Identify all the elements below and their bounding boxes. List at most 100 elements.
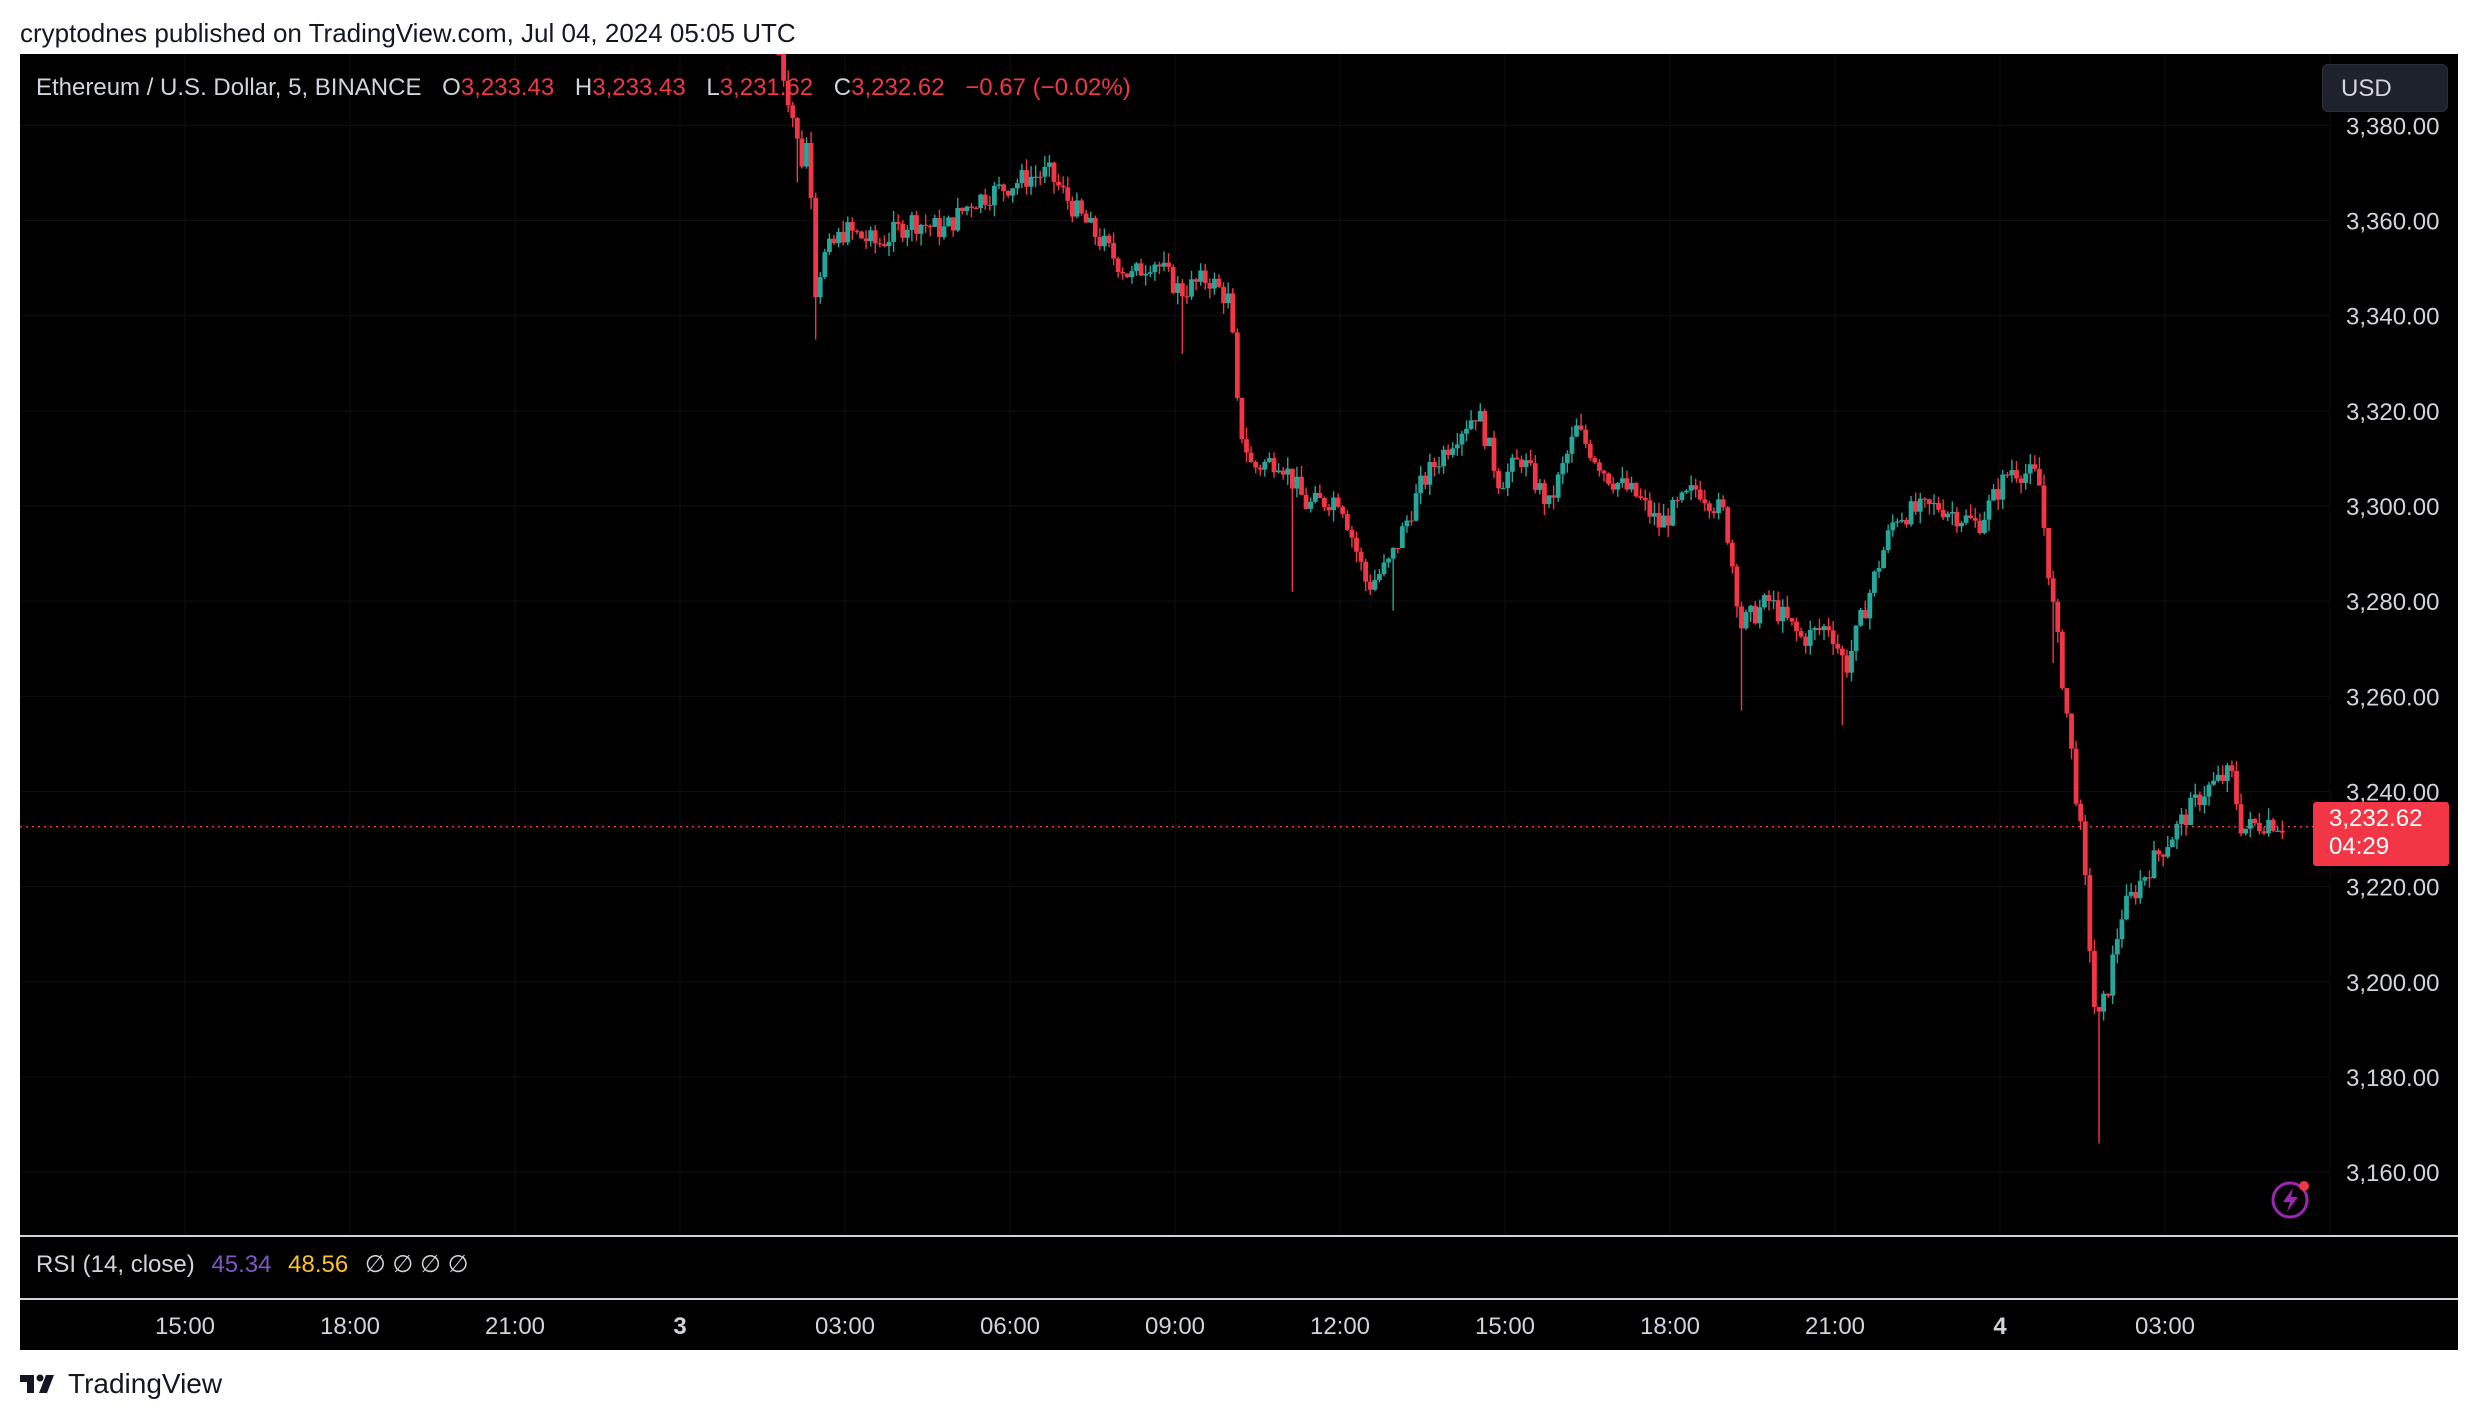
candle-body bbox=[1120, 271, 1126, 274]
candle-body bbox=[1157, 264, 1162, 267]
candle-body bbox=[1771, 600, 1776, 602]
candle-body bbox=[1574, 425, 1579, 437]
candle-body bbox=[886, 241, 892, 246]
candle-body bbox=[1468, 420, 1474, 429]
candle-body bbox=[2147, 877, 2152, 879]
candle-body bbox=[2133, 891, 2139, 899]
candle-body bbox=[2105, 993, 2111, 996]
candle-body bbox=[1303, 494, 1309, 509]
candle-body bbox=[1899, 519, 1905, 522]
candle-body bbox=[1812, 628, 1818, 630]
candle-body bbox=[1578, 425, 1584, 430]
candle-body bbox=[900, 223, 906, 238]
candle-body bbox=[973, 207, 979, 210]
candle-body bbox=[1867, 592, 1873, 619]
candle-body bbox=[1487, 437, 1492, 447]
tradingview-logo-icon bbox=[20, 1374, 54, 1393]
candle-body bbox=[1853, 625, 1859, 652]
candle-body bbox=[1633, 482, 1639, 497]
candle-body bbox=[1326, 507, 1332, 511]
rsi-legend[interactable]: RSI (14, close) 45.34 48.56 ∅ ∅ ∅ ∅ bbox=[36, 1250, 469, 1279]
candle-body bbox=[918, 224, 924, 234]
candle-body bbox=[1734, 566, 1740, 607]
candle-body bbox=[1377, 574, 1382, 580]
candle-body bbox=[2119, 919, 2125, 940]
candle-body bbox=[831, 238, 837, 244]
candle-body bbox=[978, 194, 984, 209]
candle-body bbox=[1239, 397, 1245, 440]
candle-body bbox=[1592, 458, 1598, 463]
rsi-label: RSI (14, close) bbox=[36, 1251, 195, 1278]
candle-body bbox=[1147, 272, 1153, 274]
candle-body bbox=[1367, 581, 1373, 590]
candle-body bbox=[1138, 263, 1144, 276]
candle-body bbox=[1285, 468, 1291, 475]
candle-body bbox=[891, 221, 896, 242]
candle-body bbox=[868, 230, 874, 242]
candle-body bbox=[1262, 461, 1268, 470]
candle-body bbox=[2279, 830, 2285, 833]
candle-body bbox=[1179, 283, 1185, 297]
candle-body bbox=[2124, 895, 2129, 920]
time-tick-label: 21:00 bbox=[1805, 1313, 1865, 1340]
price-tick-label: 3,300.00 bbox=[2346, 494, 2439, 521]
candle-body bbox=[2261, 831, 2267, 834]
candle-body bbox=[1904, 519, 1909, 525]
candle-body bbox=[1216, 278, 1222, 287]
candle-body bbox=[1335, 497, 1341, 507]
candle-body bbox=[1344, 514, 1350, 530]
candle-body bbox=[992, 185, 997, 206]
open-value: 3,233.43 bbox=[460, 74, 555, 101]
candle-body bbox=[1638, 496, 1644, 498]
candle-body bbox=[1697, 489, 1703, 500]
candle-body bbox=[1881, 550, 1886, 569]
candle-body bbox=[1977, 520, 1983, 534]
candle-body bbox=[2073, 748, 2079, 804]
candle-body bbox=[1537, 483, 1543, 490]
candle-body bbox=[2101, 993, 2106, 1012]
candle-body bbox=[1606, 473, 1611, 484]
candle-body bbox=[982, 194, 988, 205]
price-tick-label: 3,220.00 bbox=[2346, 875, 2439, 902]
candle-body bbox=[1001, 184, 1006, 191]
tradingview-brand[interactable]: TradingView bbox=[20, 1368, 222, 1400]
candle-body bbox=[859, 231, 864, 239]
candle-body bbox=[1523, 460, 1529, 468]
last-price-value: 3,232.62 bbox=[2329, 805, 2423, 832]
candle-body bbox=[2174, 824, 2180, 840]
candle-body bbox=[1028, 176, 1034, 187]
change-value: −0.67 (−0.02%) bbox=[965, 74, 1131, 101]
price-tick-label: 3,360.00 bbox=[2346, 209, 2439, 236]
symbol-name[interactable]: Ethereum / U.S. Dollar, 5, BINANCE bbox=[36, 74, 422, 101]
candle-body bbox=[1807, 629, 1813, 646]
candle-body bbox=[1454, 444, 1460, 449]
candle-body bbox=[2188, 797, 2194, 826]
candle-body bbox=[1033, 176, 1039, 178]
candle-body bbox=[1688, 485, 1694, 491]
candle-body bbox=[1885, 530, 1891, 551]
price-tick-label: 3,180.00 bbox=[2346, 1065, 2439, 1092]
candle-body bbox=[2041, 485, 2047, 528]
time-tick-label: 12:00 bbox=[1310, 1313, 1370, 1340]
currency-button[interactable]: USD bbox=[2322, 64, 2448, 112]
candle-body bbox=[1409, 520, 1414, 522]
candle-body bbox=[2179, 814, 2184, 825]
candle-body bbox=[1129, 271, 1135, 278]
candle-body bbox=[845, 222, 851, 243]
price-chart[interactable]: 3,160.003,180.003,200.003,220.003,240.00… bbox=[20, 54, 2458, 1350]
candle-body bbox=[1019, 170, 1025, 184]
candle-body bbox=[1473, 420, 1479, 422]
price-axis: 3,160.003,180.003,200.003,220.003,240.00… bbox=[2346, 113, 2439, 1187]
chart-frame[interactable]: 3,160.00 3,180.00 3,200.00 3,220.00 3,240.00… bbox=[20, 54, 2458, 1350]
candle-body bbox=[1280, 470, 1286, 475]
candle-body bbox=[1890, 522, 1896, 531]
candle-body bbox=[1894, 521, 1900, 523]
candle-body bbox=[1849, 651, 1854, 673]
candle-body bbox=[1629, 482, 1634, 490]
candle-body bbox=[923, 224, 929, 227]
candle-body bbox=[1432, 461, 1437, 468]
lightning-icon[interactable] bbox=[2270, 1178, 2314, 1222]
candle-body bbox=[1161, 262, 1167, 267]
price-tick-label: 3,160.00 bbox=[2346, 1160, 2439, 1187]
candle-body bbox=[1289, 468, 1295, 489]
